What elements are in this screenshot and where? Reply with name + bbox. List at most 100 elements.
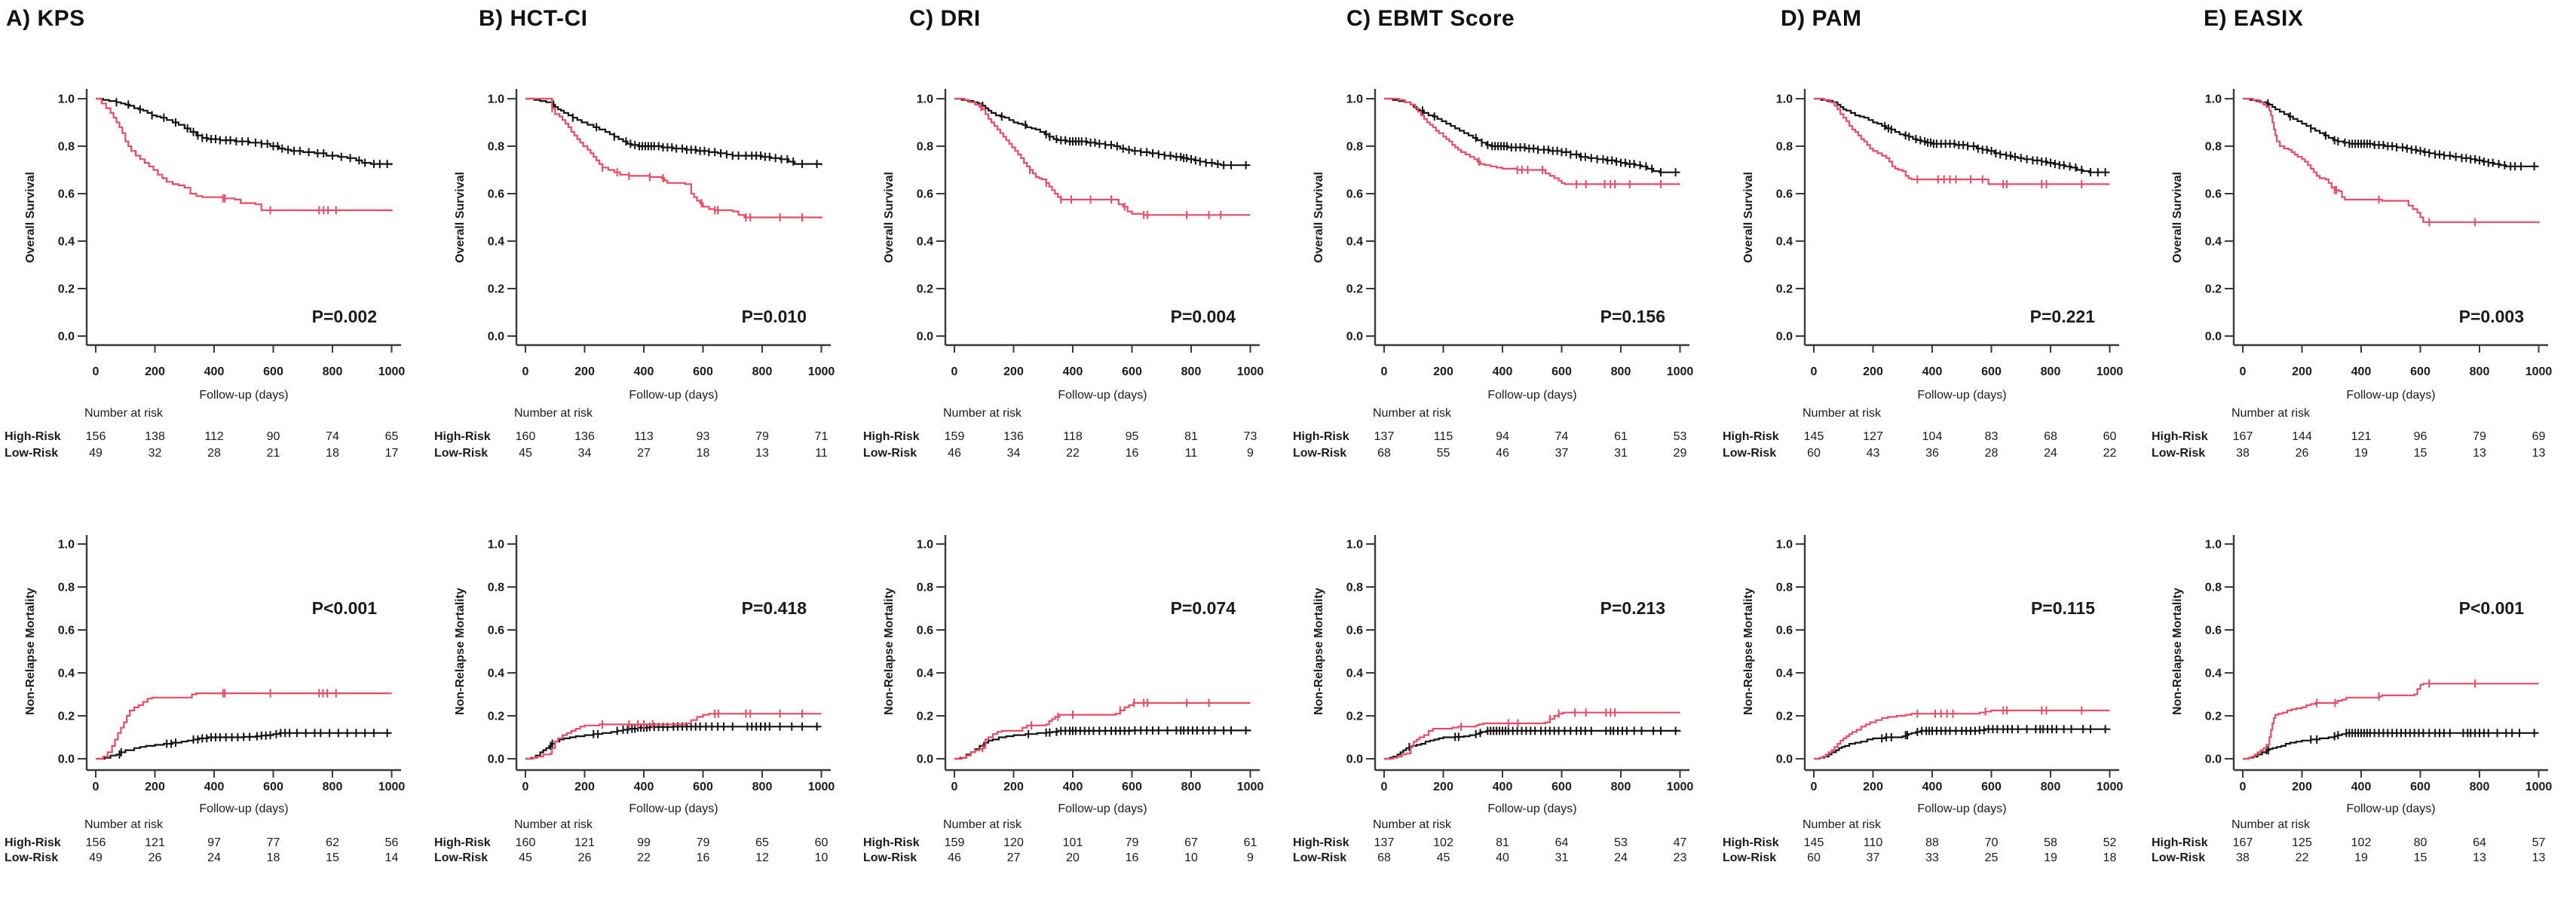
y-tick-label: 0.2 bbox=[1776, 711, 1793, 723]
risk-count: 81 bbox=[1496, 836, 1509, 849]
risk-count: 160 bbox=[516, 836, 536, 849]
x-tick-label: 600 bbox=[1551, 781, 1572, 793]
p-value-label: P=0.002 bbox=[312, 307, 377, 326]
number-at-risk-header: Number at risk bbox=[1373, 818, 1452, 831]
x-tick-label: 600 bbox=[263, 781, 283, 793]
risk-count: 10 bbox=[1184, 851, 1198, 864]
x-tick-label: 600 bbox=[693, 781, 713, 793]
panel-title: D) PAM bbox=[1781, 6, 1862, 31]
x-axis-title: Follow-up (days) bbox=[2346, 802, 2435, 815]
x-tick-label: 1000 bbox=[378, 781, 406, 793]
x-tick-label: 200 bbox=[1003, 365, 1024, 378]
x-tick-label: 800 bbox=[1611, 365, 1631, 378]
risk-row-label: High-Risk bbox=[863, 836, 920, 849]
risk-count: 46 bbox=[1496, 447, 1509, 460]
y-tick-label: 0.8 bbox=[917, 582, 933, 595]
x-tick-label: 600 bbox=[693, 365, 713, 378]
risk-count: 45 bbox=[519, 447, 532, 460]
dri-overall-survival-chart: 0.0 0.2 0.4 0.6 0.8 1.0 0 200 400 600 800 1000 Overa… bbox=[863, 89, 1263, 460]
risk-count: 53 bbox=[1614, 836, 1628, 849]
y-axis-title: Overall Survival bbox=[24, 172, 37, 263]
pam-non-relapse-mortality-chart: 0.0 0.2 0.4 0.6 0.8 1.0 0 200 400 600 800 1000 Non-R… bbox=[1723, 535, 2123, 864]
y-tick-label: 0.6 bbox=[1346, 188, 1363, 201]
x-tick-label: 800 bbox=[2041, 365, 2061, 378]
risk-count: 46 bbox=[948, 851, 961, 864]
y-tick-label: 1.0 bbox=[1346, 93, 1363, 106]
y-tick-label: 0.4 bbox=[2205, 668, 2222, 680]
easix-overall-survival-chart: 0.0 0.2 0.4 0.6 0.8 1.0 0 200 400 600 800 1000 Overa… bbox=[2152, 89, 2552, 460]
y-tick-label: 0.6 bbox=[58, 188, 75, 201]
km-curve-low-risk bbox=[1384, 97, 1680, 185]
y-tick-label: 0.6 bbox=[488, 625, 504, 637]
x-tick-label: 200 bbox=[145, 781, 165, 793]
risk-row-label: High-Risk bbox=[1723, 836, 1779, 849]
risk-row-label: High-Risk bbox=[434, 836, 491, 849]
panel-column-ebmt-score: C) EBMT Score 0.0 0.2 0.4 0.6 0.8 1.0 0 200 400 6… bbox=[1288, 0, 1718, 917]
risk-row-label: Low-Risk bbox=[1723, 447, 1776, 460]
risk-count: 56 bbox=[385, 836, 399, 849]
risk-count: 57 bbox=[2532, 836, 2546, 849]
hct-ci-non-relapse-mortality-chart: 0.0 0.2 0.4 0.6 0.8 1.0 0 200 400 600 800 1000 Non-R… bbox=[434, 535, 835, 864]
pam-overall-survival-chart: 0.0 0.2 0.4 0.6 0.8 1.0 0 200 400 600 800 1000 Overa… bbox=[1723, 89, 2123, 460]
risk-count: 60 bbox=[2103, 430, 2117, 443]
risk-count: 15 bbox=[2414, 851, 2427, 864]
x-tick-label: 800 bbox=[323, 781, 343, 793]
risk-count: 19 bbox=[2354, 447, 2368, 460]
risk-row-label: Low-Risk bbox=[434, 851, 488, 864]
p-value-label: P=0.221 bbox=[2030, 307, 2096, 326]
km-curve-low-risk bbox=[2243, 683, 2539, 760]
risk-count: 33 bbox=[1925, 851, 1939, 864]
y-tick-label: 0.0 bbox=[488, 753, 504, 766]
km-curve-high-risk bbox=[1814, 97, 2110, 173]
y-tick-label: 0.8 bbox=[1776, 141, 1793, 154]
risk-count: 80 bbox=[2414, 836, 2427, 849]
p-value-label: P=0.418 bbox=[742, 598, 807, 618]
risk-count: 95 bbox=[1126, 430, 1139, 443]
risk-count: 22 bbox=[637, 851, 651, 864]
y-tick-label: 0.4 bbox=[917, 668, 933, 680]
risk-count: 15 bbox=[326, 851, 339, 864]
risk-count: 121 bbox=[2351, 430, 2372, 443]
y-tick-label: 0.2 bbox=[58, 283, 75, 296]
risk-count: 22 bbox=[1066, 447, 1080, 460]
risk-row-label: Low-Risk bbox=[434, 447, 488, 460]
risk-count: 62 bbox=[326, 836, 339, 849]
risk-count: 167 bbox=[2233, 430, 2253, 443]
risk-count: 27 bbox=[1007, 851, 1021, 864]
dri-non-relapse-mortality-chart: 0.0 0.2 0.4 0.6 0.8 1.0 0 200 400 600 800 1000 Non-R… bbox=[863, 535, 1263, 864]
risk-count: 49 bbox=[89, 851, 103, 864]
x-axis-title: Follow-up (days) bbox=[1917, 389, 2006, 402]
risk-count: 65 bbox=[385, 430, 399, 443]
km-curve-low-risk bbox=[525, 97, 822, 219]
risk-count: 21 bbox=[267, 447, 280, 460]
risk-count: 13 bbox=[2532, 851, 2546, 864]
risk-count: 14 bbox=[385, 851, 399, 864]
risk-row-label: Low-Risk bbox=[1293, 447, 1346, 460]
risk-row-label: High-Risk bbox=[1293, 836, 1349, 849]
risk-count: 19 bbox=[2354, 851, 2368, 864]
easix-non-relapse-mortality-chart: 0.0 0.2 0.4 0.6 0.8 1.0 0 200 400 600 800 1000 Non-R… bbox=[2152, 535, 2552, 864]
risk-row-label: Low-Risk bbox=[2152, 851, 2205, 864]
p-value-label: P<0.001 bbox=[312, 598, 378, 618]
y-tick-label: 0.0 bbox=[58, 753, 75, 766]
y-tick-label: 0.8 bbox=[917, 141, 933, 154]
km-curve-low-risk bbox=[525, 713, 822, 760]
x-tick-label: 0 bbox=[2240, 781, 2247, 793]
risk-count: 16 bbox=[1126, 851, 1139, 864]
y-tick-label: 1.0 bbox=[488, 93, 504, 106]
panel-column-dri: C) DRI 0.0 0.2 0.4 0.6 0.8 1.0 0 200 400 600 800 10… bbox=[859, 0, 1288, 917]
risk-row-label: Low-Risk bbox=[5, 851, 58, 864]
x-tick-label: 0 bbox=[522, 365, 529, 378]
y-tick-label: 1.0 bbox=[917, 539, 933, 552]
x-tick-label: 0 bbox=[1381, 365, 1388, 378]
number-at-risk-header: Number at risk bbox=[84, 407, 164, 420]
risk-count: 16 bbox=[697, 851, 710, 864]
number-at-risk-header: Number at risk bbox=[1803, 407, 1882, 420]
x-tick-label: 800 bbox=[752, 781, 773, 793]
x-tick-label: 400 bbox=[1063, 365, 1083, 378]
x-tick-label: 0 bbox=[1811, 365, 1818, 378]
risk-row-label: High-Risk bbox=[5, 430, 61, 443]
risk-count: 81 bbox=[1184, 430, 1198, 443]
risk-count: 73 bbox=[1244, 430, 1257, 443]
